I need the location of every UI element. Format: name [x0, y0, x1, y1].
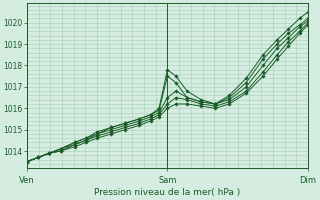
X-axis label: Pression niveau de la mer( hPa ): Pression niveau de la mer( hPa ): [94, 188, 241, 197]
